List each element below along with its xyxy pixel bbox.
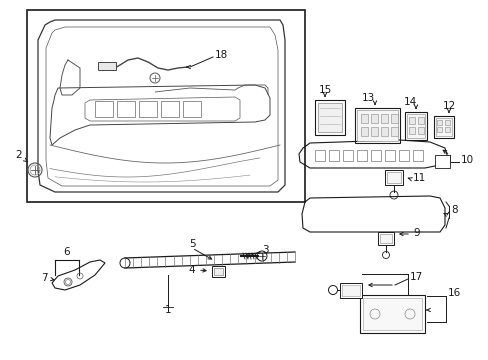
Bar bbox=[434, 155, 449, 168]
Bar bbox=[328, 150, 338, 161]
Text: 16: 16 bbox=[447, 288, 460, 298]
Bar bbox=[412, 150, 422, 161]
Bar bbox=[433, 116, 453, 138]
Text: 2: 2 bbox=[16, 150, 22, 160]
Bar bbox=[339, 283, 361, 298]
Text: 10: 10 bbox=[460, 155, 473, 165]
Bar bbox=[380, 114, 387, 123]
Bar bbox=[398, 150, 408, 161]
Bar bbox=[384, 170, 402, 185]
Bar bbox=[360, 127, 367, 136]
Bar bbox=[386, 172, 400, 183]
Bar bbox=[314, 100, 345, 135]
Text: 18: 18 bbox=[215, 50, 228, 60]
Bar bbox=[360, 114, 367, 123]
Bar bbox=[95, 101, 113, 117]
Bar bbox=[362, 298, 421, 330]
Text: 13: 13 bbox=[361, 93, 374, 103]
Bar bbox=[317, 103, 341, 132]
Text: 6: 6 bbox=[63, 247, 70, 257]
Bar bbox=[436, 127, 441, 132]
Bar bbox=[341, 285, 359, 296]
Text: 11: 11 bbox=[412, 173, 426, 183]
Bar bbox=[117, 101, 135, 117]
Bar bbox=[377, 232, 393, 245]
Bar bbox=[436, 120, 441, 125]
Bar bbox=[380, 127, 387, 136]
Bar bbox=[212, 266, 224, 277]
Bar bbox=[356, 150, 366, 161]
Bar bbox=[404, 112, 426, 140]
Bar bbox=[161, 101, 179, 117]
Bar bbox=[390, 114, 397, 123]
Bar bbox=[406, 114, 424, 138]
Bar bbox=[359, 295, 424, 333]
Text: 7: 7 bbox=[41, 273, 47, 283]
Bar bbox=[417, 117, 423, 124]
Text: 4: 4 bbox=[188, 265, 195, 275]
Text: 8: 8 bbox=[450, 205, 457, 215]
Bar bbox=[314, 150, 325, 161]
Text: 17: 17 bbox=[409, 272, 423, 282]
Bar bbox=[408, 117, 414, 124]
Text: 5: 5 bbox=[188, 239, 195, 249]
Bar bbox=[183, 101, 201, 117]
Bar bbox=[435, 118, 451, 136]
Bar bbox=[370, 114, 377, 123]
Bar bbox=[370, 150, 380, 161]
Bar bbox=[214, 268, 223, 275]
Bar bbox=[354, 108, 399, 143]
Bar bbox=[27, 10, 305, 202]
Bar bbox=[98, 62, 116, 70]
Text: 14: 14 bbox=[403, 97, 416, 107]
Text: 9: 9 bbox=[412, 228, 419, 238]
Bar bbox=[444, 127, 449, 132]
Bar bbox=[390, 127, 397, 136]
Bar bbox=[379, 234, 391, 243]
Text: 12: 12 bbox=[442, 101, 455, 111]
Bar bbox=[139, 101, 157, 117]
Bar bbox=[417, 127, 423, 134]
Text: 1: 1 bbox=[164, 305, 171, 315]
Bar bbox=[408, 127, 414, 134]
Bar bbox=[384, 150, 394, 161]
Bar bbox=[444, 120, 449, 125]
Bar bbox=[370, 127, 377, 136]
Text: 15: 15 bbox=[318, 85, 331, 95]
Text: 3: 3 bbox=[262, 245, 268, 255]
Bar bbox=[342, 150, 352, 161]
Bar bbox=[356, 110, 397, 141]
